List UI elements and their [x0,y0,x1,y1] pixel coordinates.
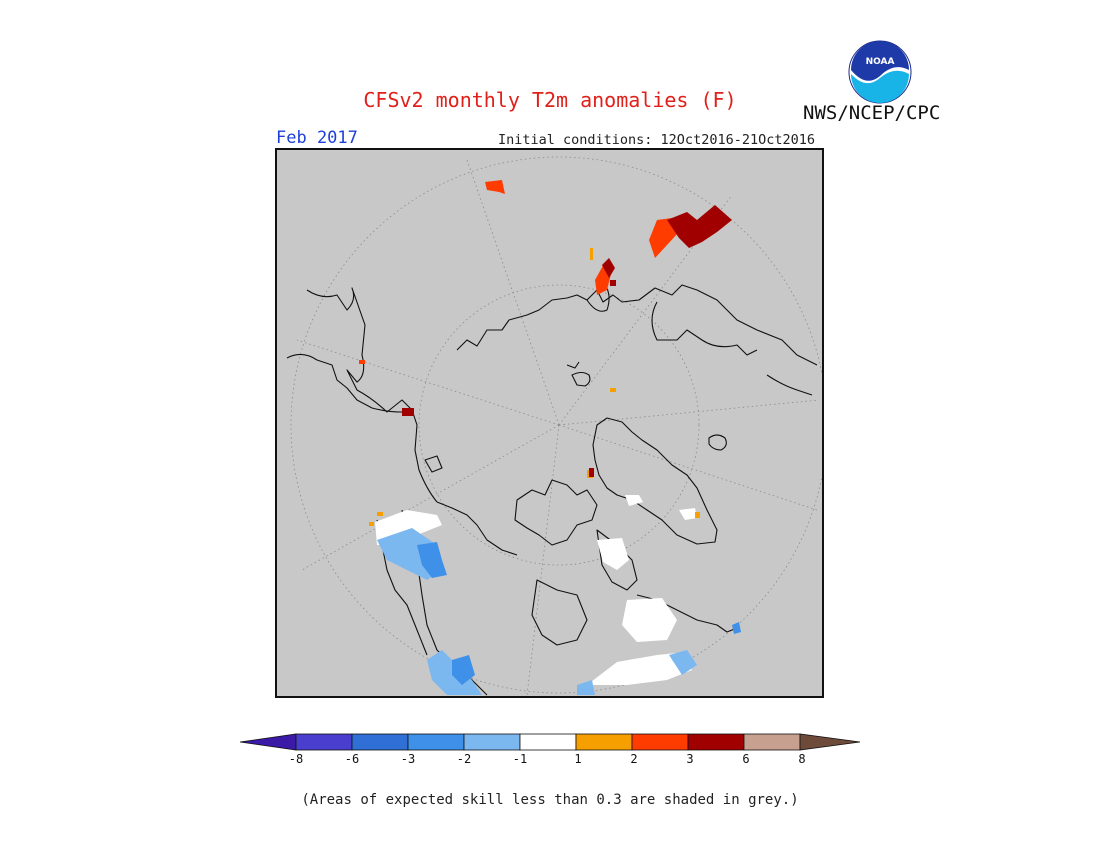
tick-label: -8 [288,752,304,766]
scandinavia-coast [306,287,438,503]
colorbar-arrow-high [799,733,861,751]
cold-anomaly-regions [417,542,741,685]
colorbar-segment [575,733,633,751]
barents-coast [436,501,518,556]
hudson-bay [531,579,588,646]
wrangel-island [571,371,591,387]
tick-label: 1 [574,752,582,766]
colorbar-arrow-low [239,733,297,751]
europe-coast [286,353,403,413]
graticule [290,156,822,696]
polar-map [275,148,824,698]
tick-label: 3 [686,752,694,766]
tick-label: -3 [400,752,416,766]
forecast-month: Feb 2017 [276,128,358,148]
colorbar-segment [351,733,409,751]
hot-anomaly-regions [359,180,679,364]
taymyr-peninsula [586,284,610,312]
map-canvas [286,156,822,696]
tick-label: 8 [798,752,806,766]
agency-label: NWS/NCEP/CPC [803,102,941,124]
siberia-coast [456,284,818,366]
coastlines [286,284,818,696]
greenland-coast [592,417,718,545]
tick-label: -1 [512,752,528,766]
svalbard [424,455,443,473]
very-hot-anomaly-regions [402,205,732,477]
footnote: (Areas of expected skill less than 0.3 a… [301,792,799,808]
tick-label: 2 [630,752,638,766]
colorbar [239,733,861,751]
canadian-archipelago [514,479,598,546]
colorbar-segment [687,733,745,751]
new-siberian-islands [566,361,580,369]
tick-label: -6 [344,752,360,766]
alaska-coast [766,374,813,396]
map-title: CFSv2 monthly T2m anomalies (F) [363,88,737,112]
colorbar-segment [631,733,689,751]
warm-anomaly-regions [369,248,700,526]
tick-label: -2 [456,752,472,766]
colorbar-segment [463,733,521,751]
colorbar-segment [295,733,353,751]
colorbar-segment [743,733,801,751]
colorbar-segment [519,733,577,751]
initial-conditions: Initial conditions: 12Oct2016-21Oct2016 [498,132,815,148]
iceland [708,434,727,451]
noaa-logo: NOAA [848,40,912,104]
tick-label: 6 [742,752,750,766]
chukotka-coast [651,301,758,356]
noaa-logo-text: NOAA [866,57,895,67]
colorbar-segment [407,733,465,751]
